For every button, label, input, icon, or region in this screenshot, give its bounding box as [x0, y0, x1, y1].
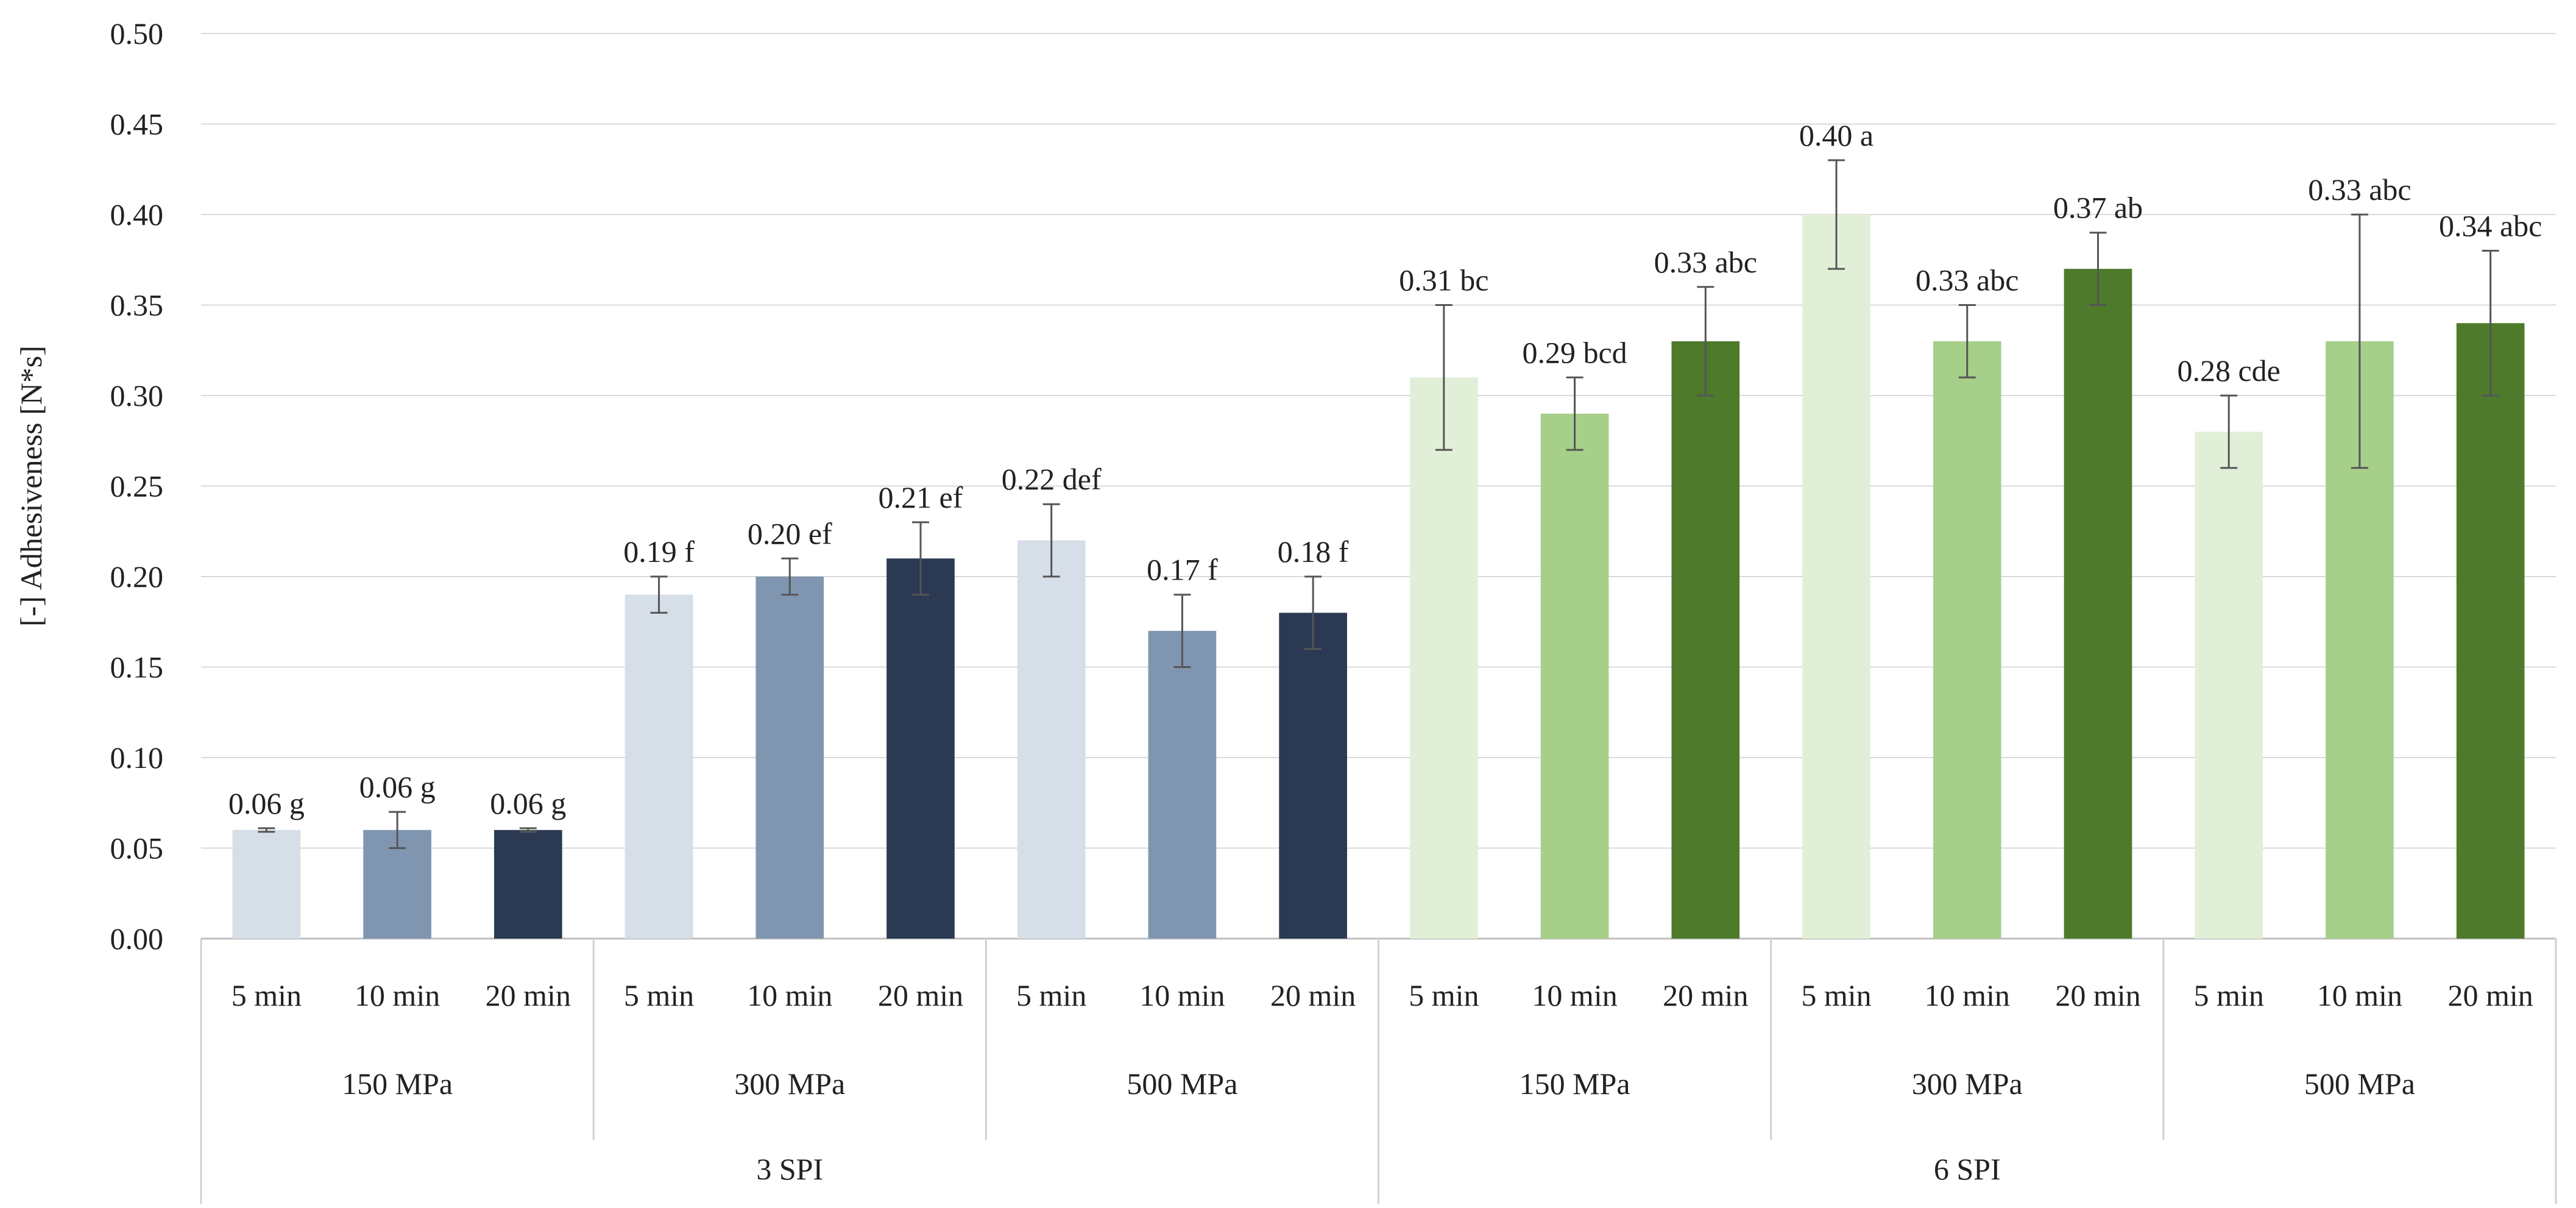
bar [1410, 377, 1478, 939]
data-label: 0.33 abc [2308, 172, 2411, 207]
data-label: 0.33 abc [1916, 263, 2019, 297]
pressure-label: 300 MPa [1912, 1067, 2023, 1101]
y-tick-label: 0.45 [110, 107, 164, 141]
y-tick-label: 0.10 [110, 741, 164, 775]
data-label: 0.20 ef [748, 516, 832, 550]
bar [1017, 540, 1086, 939]
bar [1802, 215, 1870, 939]
data-label: 0.22 def [1002, 462, 1102, 496]
data-label: 0.18 f [1278, 535, 1349, 569]
data-label: 0.33 abc [1654, 245, 1757, 279]
y-tick-label: 0.15 [110, 650, 164, 684]
group-label: 6 SPI [1934, 1152, 2001, 1186]
data-label: 0.37 ab [2053, 191, 2143, 225]
y-tick-label: 0.40 [110, 197, 164, 232]
data-label: 0.06 g [359, 770, 436, 804]
x-category-label: 20 min [2055, 978, 2140, 1012]
x-category-label: 10 min [1532, 978, 1617, 1012]
y-tick-label: 0.25 [110, 469, 164, 503]
pressure-label: 150 MPa [1520, 1067, 1630, 1101]
bar [886, 558, 955, 939]
data-label: 0.06 g [228, 786, 305, 820]
x-category-label: 10 min [747, 978, 832, 1012]
data-label: 0.19 f [623, 535, 695, 569]
x-category-label: 20 min [878, 978, 963, 1012]
bar [755, 577, 824, 939]
y-tick-label: 0.35 [110, 288, 164, 322]
bar [2456, 323, 2525, 939]
pressure-label: 300 MPa [734, 1067, 845, 1101]
y-tick-label: 0.30 [110, 378, 164, 413]
bar [1279, 613, 1347, 939]
pressure-label: 500 MPa [2304, 1067, 2415, 1101]
x-category-label: 5 min [2194, 978, 2264, 1012]
group-label: 3 SPI [756, 1152, 823, 1186]
x-category-label: 5 min [232, 978, 302, 1012]
x-category-label: 5 min [1801, 978, 1871, 1012]
bar [2195, 432, 2263, 939]
data-label: 0.31 bc [1399, 263, 1488, 297]
bar [494, 830, 562, 939]
x-category-label: 20 min [486, 978, 571, 1012]
data-label: 0.17 f [1147, 553, 1218, 587]
x-category-label: 5 min [1016, 978, 1086, 1012]
y-axis-title: [-] Adhesiveness [N*s] [14, 346, 48, 627]
y-tick-label: 0.00 [110, 922, 164, 956]
data-label: 0.28 cde [2177, 354, 2280, 388]
data-label: 0.06 g [490, 786, 566, 820]
x-category-label: 20 min [1270, 978, 1356, 1012]
x-category-label: 5 min [1409, 978, 1479, 1012]
y-tick-label: 0.05 [110, 831, 164, 865]
y-tick-label: 0.20 [110, 560, 164, 594]
data-label: 0.34 abc [2439, 208, 2542, 243]
pressure-label: 500 MPa [1127, 1067, 1237, 1101]
bar [1148, 631, 1217, 939]
y-tick-label: 0.50 [110, 16, 164, 51]
data-label: 0.40 a [1799, 118, 1874, 152]
bar [1540, 413, 1609, 939]
x-category-label: 10 min [2317, 978, 2402, 1012]
data-label: 0.21 ef [879, 480, 963, 514]
bar [625, 594, 693, 939]
x-category-label: 20 min [2447, 978, 2533, 1012]
bar [1671, 341, 1740, 939]
x-category-label: 10 min [1925, 978, 2010, 1012]
pressure-label: 150 MPa [342, 1067, 453, 1101]
x-category-label: 10 min [355, 978, 440, 1012]
x-category-label: 10 min [1139, 978, 1225, 1012]
bar [2064, 269, 2132, 939]
x-category-label: 20 min [1663, 978, 1748, 1012]
bar [232, 830, 301, 939]
bar [1933, 341, 2001, 939]
x-category-label: 5 min [624, 978, 694, 1012]
data-label: 0.29 bcd [1522, 335, 1627, 369]
